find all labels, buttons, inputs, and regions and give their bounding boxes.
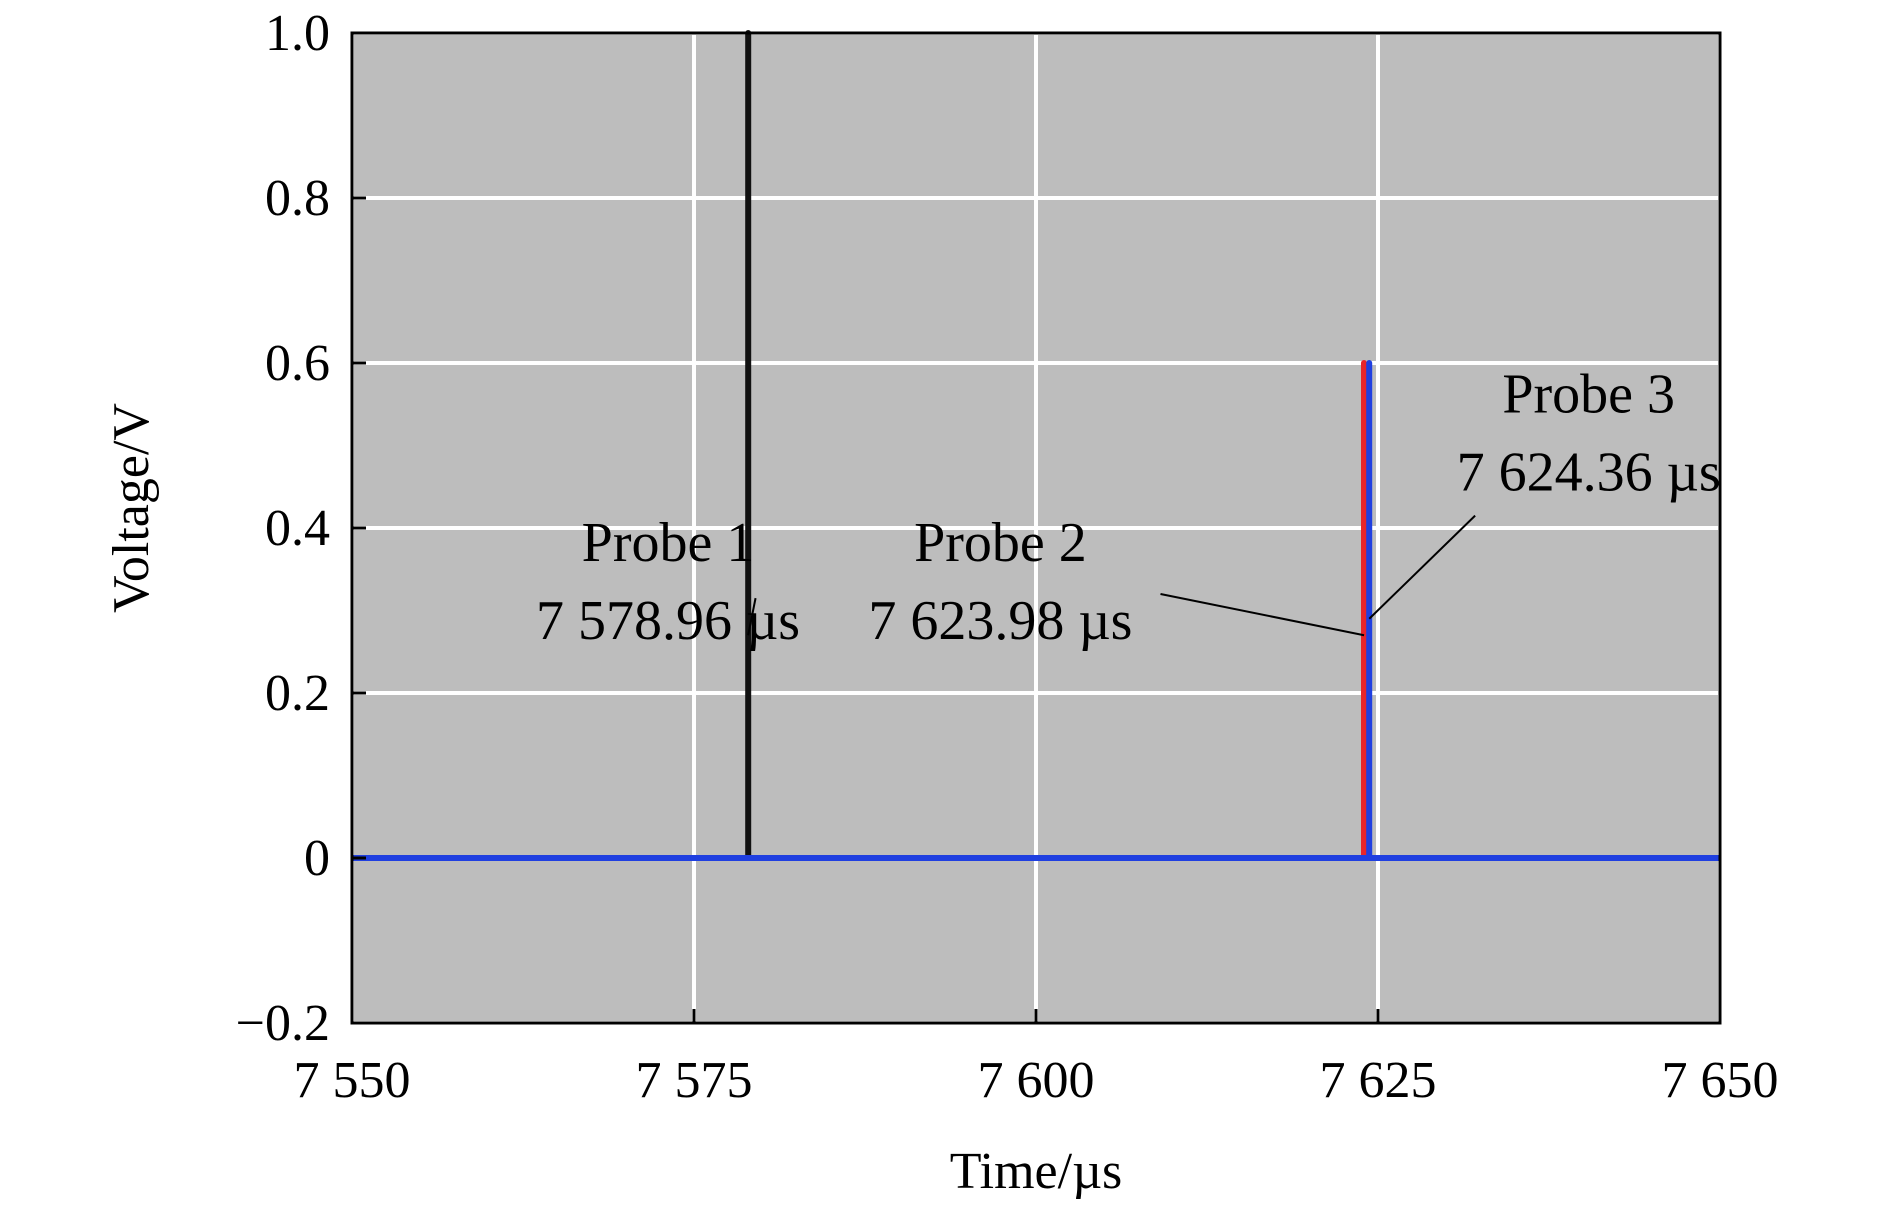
x-tick-label: 7 575 [636, 1052, 753, 1109]
y-tick-label: 0.6 [265, 335, 330, 392]
annotation-time-2: 7 623.98 µs [868, 590, 1132, 652]
annotation-time-3: 7 624.36 µs [1457, 442, 1721, 504]
x-tick-label: 7 600 [978, 1052, 1095, 1109]
x-tick-label: 7 650 [1662, 1052, 1779, 1109]
grid-lines [350, 31, 1722, 1025]
annotation-leader-1 [747, 597, 757, 636]
annotation-leader-3 [1368, 514, 1476, 620]
annotation-name-3: Probe 3 [1502, 364, 1675, 426]
axis-ticks: 7 550 7 575 7 600 7 625 7 650 −0.2 0 0.2 0.4 0.6 0… [236, 5, 1779, 1109]
x-axis-label: Time/µs [950, 1143, 1123, 1200]
y-tick-label: 0.4 [265, 500, 330, 557]
y-tick-label: 0.8 [265, 170, 330, 227]
y-tick-label: 0 [304, 830, 330, 887]
x-tick-label: 7 550 [294, 1052, 411, 1109]
annotation-name-2: Probe 2 [914, 512, 1087, 574]
series-line-3 [352, 360, 1720, 861]
x-tick-label: 7 625 [1320, 1052, 1437, 1109]
y-tick-label: 1.0 [265, 5, 330, 62]
annotation-leader-2 [1160, 593, 1365, 637]
annotations: Probe 1 7 578.96 µs Probe 2 7 623.98 µs Prob… [536, 364, 1721, 653]
annotation-name-1: Probe 1 [582, 512, 755, 574]
y-tick-label: −0.2 [236, 995, 330, 1052]
annotation-time-1: 7 578.96 µs [536, 590, 800, 652]
y-tick-label: 0.2 [265, 665, 330, 722]
y-axis-label: Voltage/V [103, 403, 160, 613]
